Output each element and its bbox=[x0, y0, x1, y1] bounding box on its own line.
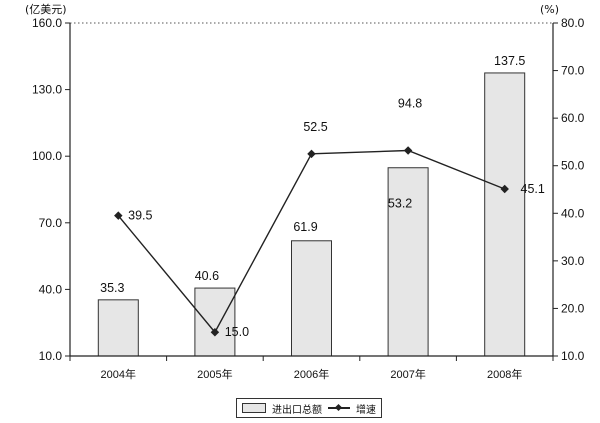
line-point bbox=[114, 211, 123, 220]
x-tick-label: 2007年 bbox=[390, 367, 425, 381]
left-tick-label: 70.0 bbox=[39, 216, 63, 230]
bar-value-label: 137.5 bbox=[494, 54, 525, 68]
bar-value-label: 35.3 bbox=[100, 281, 124, 295]
right-tick-label: 60.0 bbox=[561, 111, 585, 125]
right-tick-label: 80.0 bbox=[561, 16, 585, 30]
legend-bar-label: 进出口总额 bbox=[272, 404, 322, 416]
right-tick-label: 50.0 bbox=[561, 159, 585, 173]
plot-area: 10.0 40.0 70.0 100.0 130.0 160.0 10.0 20.0 30.0 4… bbox=[32, 16, 585, 381]
legend-line-swatch bbox=[328, 404, 350, 412]
line-point bbox=[500, 184, 509, 194]
x-tick-label: 2005年 bbox=[197, 367, 232, 381]
bar-value-label: 61.9 bbox=[293, 220, 317, 234]
x-tick-label: 2008年 bbox=[487, 367, 522, 381]
line-value-label: 45.1 bbox=[521, 182, 545, 196]
left-axis-unit: (亿美元) bbox=[25, 3, 67, 16]
line-point bbox=[403, 146, 413, 155]
bar bbox=[484, 72, 526, 357]
left-tick-label: 100.0 bbox=[32, 149, 62, 163]
right-tick-label: 40.0 bbox=[561, 206, 585, 220]
right-tick-label: 10.0 bbox=[561, 349, 585, 363]
left-tick-label: 10.0 bbox=[39, 349, 63, 363]
bar bbox=[387, 167, 429, 357]
bar-value-label: 40.6 bbox=[195, 269, 219, 283]
legend: 进出口总额 增速 bbox=[236, 398, 382, 418]
bar bbox=[291, 240, 332, 357]
left-tick-label: 130.0 bbox=[32, 83, 62, 97]
left-tick-label: 40.0 bbox=[39, 282, 63, 296]
legend-line-label: 增速 bbox=[356, 404, 376, 416]
bar bbox=[97, 299, 139, 357]
bar-value-label: 53.2 bbox=[388, 197, 412, 211]
line-value-label: 52.5 bbox=[303, 120, 327, 134]
line-point bbox=[210, 327, 220, 337]
x-tick-label: 2004年 bbox=[101, 367, 136, 381]
right-axis-unit: (%) bbox=[540, 3, 559, 16]
right-tick-label: 30.0 bbox=[561, 254, 585, 268]
line-point bbox=[307, 149, 316, 159]
bar bbox=[194, 287, 236, 357]
legend-bar-swatch bbox=[242, 403, 266, 413]
right-tick-label: 70.0 bbox=[561, 64, 585, 78]
line-value-label: 39.5 bbox=[128, 209, 152, 223]
x-tick-label: 2006年 bbox=[294, 367, 329, 381]
right-tick-label: 20.0 bbox=[561, 301, 585, 315]
line-value-label: 94.8 bbox=[398, 96, 422, 110]
left-tick-label: 160.0 bbox=[32, 16, 62, 30]
line-value-label: 15.0 bbox=[225, 325, 249, 339]
